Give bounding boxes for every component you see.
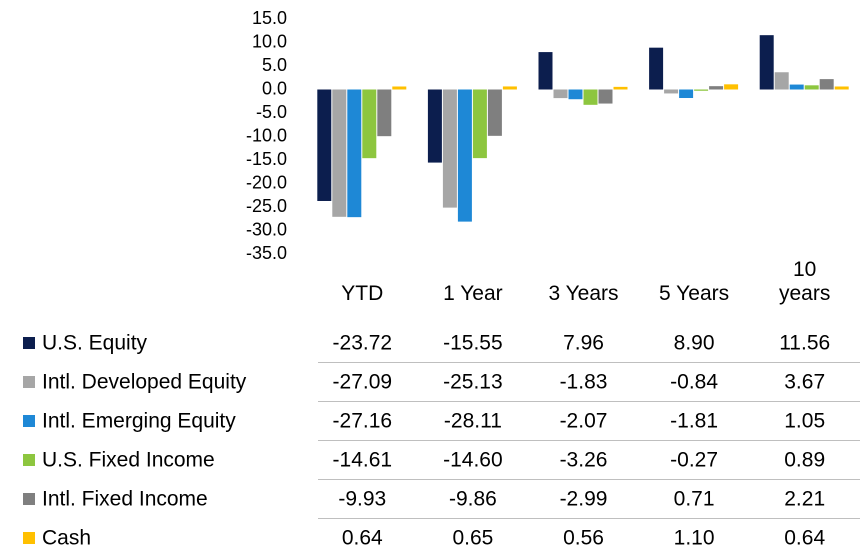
bar [834, 86, 849, 90]
bar [377, 89, 392, 137]
bar [362, 89, 377, 159]
bar [538, 52, 553, 90]
legend-label: Cash [42, 527, 91, 550]
table-value: -14.60 [443, 449, 503, 472]
table-value: 8.90 [674, 332, 715, 355]
table-value: 0.71 [674, 488, 715, 511]
bar [347, 89, 362, 218]
table-value: 1.10 [674, 527, 715, 550]
bar [789, 84, 804, 90]
table-value: -2.07 [560, 410, 608, 433]
bar [553, 89, 568, 99]
table-value: -1.81 [670, 410, 718, 433]
legend-label: Intl. Emerging Equity [42, 410, 236, 433]
bar [427, 89, 442, 163]
legend-swatch [23, 493, 35, 505]
bar [598, 89, 613, 104]
y-tick-label: 10.0 [252, 31, 287, 51]
bar [664, 89, 679, 94]
bar [583, 89, 598, 105]
y-tick-label: -20.0 [246, 172, 287, 192]
legend-swatch [23, 376, 35, 388]
table-value: 0.64 [784, 527, 825, 550]
y-tick-label: -35.0 [246, 243, 287, 263]
legend-label: Intl. Developed Equity [42, 371, 247, 394]
table-value: 3.67 [784, 371, 825, 394]
bar [472, 89, 487, 159]
x-tick-label: 1 Year [443, 282, 503, 305]
table-value: -27.09 [333, 371, 393, 394]
bar [332, 89, 347, 217]
x-tick-label: 10 years [779, 258, 831, 305]
table-value: -23.72 [333, 332, 393, 355]
y-tick-label: 0.0 [262, 78, 287, 98]
table-value: -0.27 [670, 449, 718, 472]
table-value: -15.55 [443, 332, 503, 355]
table-value: 0.65 [452, 527, 493, 550]
x-tick-label: 5 Years [659, 282, 730, 305]
bar [317, 89, 332, 201]
bar [709, 86, 724, 90]
table-value: 2.21 [784, 488, 825, 511]
table-value: 0.64 [342, 527, 383, 550]
y-tick-label: -15.0 [246, 149, 287, 169]
table-value: 1.05 [784, 410, 825, 433]
bar [392, 86, 407, 90]
bar [457, 89, 472, 222]
table-value: 0.89 [784, 449, 825, 472]
legend-swatch [23, 337, 35, 349]
table-value: -14.61 [333, 449, 393, 472]
table-value: -2.99 [560, 488, 608, 511]
y-tick-label: 15.0 [252, 8, 287, 28]
bar [568, 89, 583, 100]
table-value: -28.11 [444, 410, 502, 433]
y-tick-label: -5.0 [256, 102, 287, 122]
legend-swatch [23, 532, 35, 544]
legend-label: Intl. Fixed Income [42, 488, 208, 511]
table-value: -25.13 [443, 371, 503, 394]
bar [774, 72, 789, 90]
table-value: -9.93 [338, 488, 386, 511]
table-value: 11.56 [779, 332, 830, 355]
bar [804, 85, 819, 90]
bar [679, 89, 694, 99]
bar [694, 89, 709, 91]
table-value: -3.26 [560, 449, 608, 472]
y-tick-label: -30.0 [246, 219, 287, 239]
legend-label: U.S. Fixed Income [42, 449, 215, 472]
bar [442, 89, 457, 208]
table-value: -9.86 [449, 488, 497, 511]
y-tick-label: -25.0 [246, 196, 287, 216]
table-value: -1.83 [560, 371, 608, 394]
table-value: -27.16 [333, 410, 393, 433]
table-value: 7.96 [563, 332, 604, 355]
bar [613, 86, 628, 90]
bar [487, 89, 502, 136]
y-tick-label: -10.0 [246, 125, 287, 145]
legend-swatch [23, 454, 35, 466]
legend-label: U.S. Equity [42, 332, 148, 355]
table-value: 0.56 [563, 527, 604, 550]
y-tick-label: 5.0 [262, 55, 287, 75]
legend-swatch [23, 415, 35, 427]
bar [502, 86, 517, 90]
x-tick-label: 3 Years [548, 282, 619, 305]
bar [759, 35, 774, 90]
bar [649, 47, 664, 90]
table-value: -0.84 [670, 371, 718, 394]
x-tick-label: YTD [341, 282, 384, 305]
bar [819, 79, 834, 90]
bar [724, 84, 739, 90]
